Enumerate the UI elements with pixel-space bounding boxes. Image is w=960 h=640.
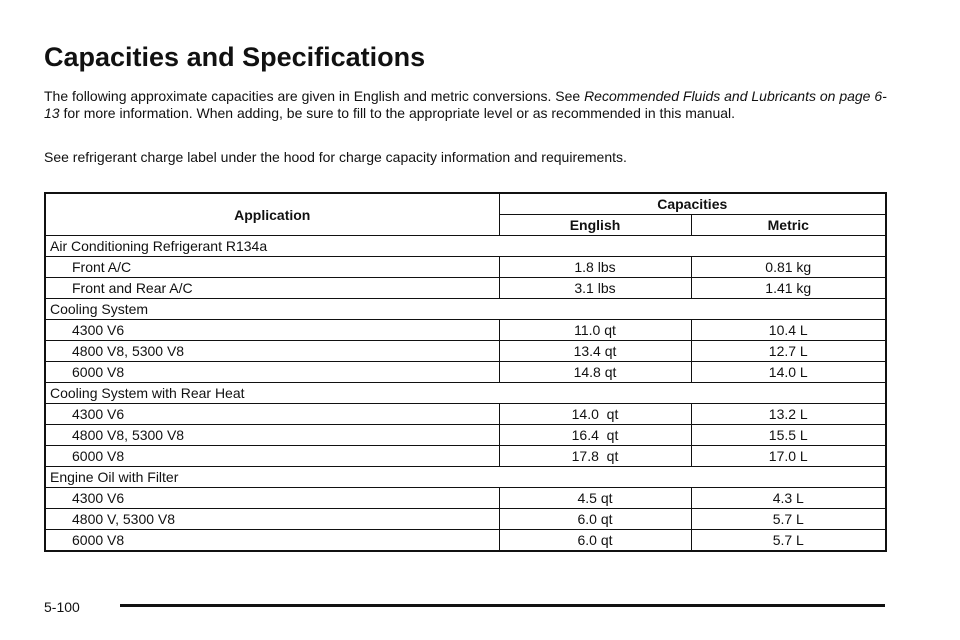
cell: 17.0 L — [690, 445, 887, 467]
data-row: 4800 V8, 5300 V8 16.4 qt 15.5 L — [44, 424, 887, 446]
intro-text: for more information. When adding, be su… — [59, 105, 736, 121]
footer-rule — [120, 604, 885, 607]
cell: 4800 V8, 5300 V8 — [44, 424, 500, 446]
cell: 4800 V8, 5300 V8 — [44, 340, 500, 362]
cell: 4300 V6 — [44, 403, 500, 425]
section-row: Cooling System — [44, 298, 887, 320]
header-cell: Metric — [690, 214, 887, 236]
cell: 3.1 lbs — [498, 277, 692, 299]
cell: 4300 V6 — [44, 487, 500, 509]
data-row: Front and Rear A/C 3.1 lbs 1.41 kg — [44, 277, 887, 299]
section-label: Air Conditioning Refrigerant R134a — [44, 235, 887, 257]
section-label: Engine Oil with Filter — [44, 466, 887, 488]
cell: 6000 V8 — [44, 361, 500, 383]
title: Capacities and Specifications — [44, 42, 426, 72]
intro: The following approximate capacities are… — [44, 88, 894, 122]
cell: 14.0 L — [690, 361, 887, 383]
cell: 4300 V6 — [44, 319, 500, 341]
data-row: 4800 V, 5300 V8 6.0 qt 5.7 L — [44, 508, 887, 530]
cell: 14.0 qt — [498, 403, 692, 425]
section-label: Cooling System — [44, 298, 887, 320]
data-row: 6000 V8 6.0 qt 5.7 L — [44, 529, 887, 552]
data-row: 4300 V6 11.0 qt 10.4 L — [44, 319, 887, 341]
cell: 13.4 qt — [498, 340, 692, 362]
data-row: 6000 V8 14.8 qt 14.0 L — [44, 361, 887, 383]
cell: 13.2 L — [690, 403, 887, 425]
intro-text: The following approximate capacities are… — [44, 88, 585, 104]
link: Recommended Fluids and Lubricants on pag… — [44, 88, 887, 121]
note: See refrigerant charge label under the h… — [44, 149, 627, 165]
cell: 0.81 kg — [690, 256, 887, 278]
cell: 17.8 qt — [498, 445, 692, 467]
cell: 1.41 kg — [690, 277, 887, 299]
section-label: Cooling System with Rear Heat — [44, 382, 887, 404]
cell: 1.8 lbs — [498, 256, 692, 278]
data-row: Front A/C 1.8 lbs 0.81 kg — [44, 256, 887, 278]
data-row: 4300 V6 14.0 qt 13.2 L — [44, 403, 887, 425]
section-row: Engine Oil with Filter — [44, 466, 887, 488]
cell: 6000 V8 — [44, 445, 500, 467]
cell: 4.3 L — [690, 487, 887, 509]
page-number: 5-100 — [44, 599, 80, 615]
header-cell: Application — [44, 192, 500, 236]
data-row: 4300 V6 4.5 qt 4.3 L — [44, 487, 887, 509]
section-row: Cooling System with Rear Heat — [44, 382, 887, 404]
data-row: 6000 V8 17.8 qt 17.0 L — [44, 445, 887, 467]
data-row: 4800 V8, 5300 V8 13.4 qt 12.7 L — [44, 340, 887, 362]
header-cell: English — [498, 214, 692, 236]
cell: 6000 V8 — [44, 529, 500, 552]
cell: Front A/C — [44, 256, 500, 278]
cell: Front and Rear A/C — [44, 277, 500, 299]
header-cell: Capacities — [498, 192, 887, 215]
cell: 4.5 qt — [498, 487, 692, 509]
cell: 5.7 L — [690, 529, 887, 552]
cell: 6.0 qt — [498, 508, 692, 530]
cell: 4800 V, 5300 V8 — [44, 508, 500, 530]
cell: 15.5 L — [690, 424, 887, 446]
cell: 14.8 qt — [498, 361, 692, 383]
cell: 10.4 L — [690, 319, 887, 341]
cell: 12.7 L — [690, 340, 887, 362]
cell: 5.7 L — [690, 508, 887, 530]
capacity-table: Application Capacities English Metric Air … — [44, 192, 888, 552]
cell: 6.0 qt — [498, 529, 692, 552]
section-row: Air Conditioning Refrigerant R134a — [44, 235, 887, 257]
cell: 16.4 qt — [498, 424, 692, 446]
cell: 11.0 qt — [498, 319, 692, 341]
